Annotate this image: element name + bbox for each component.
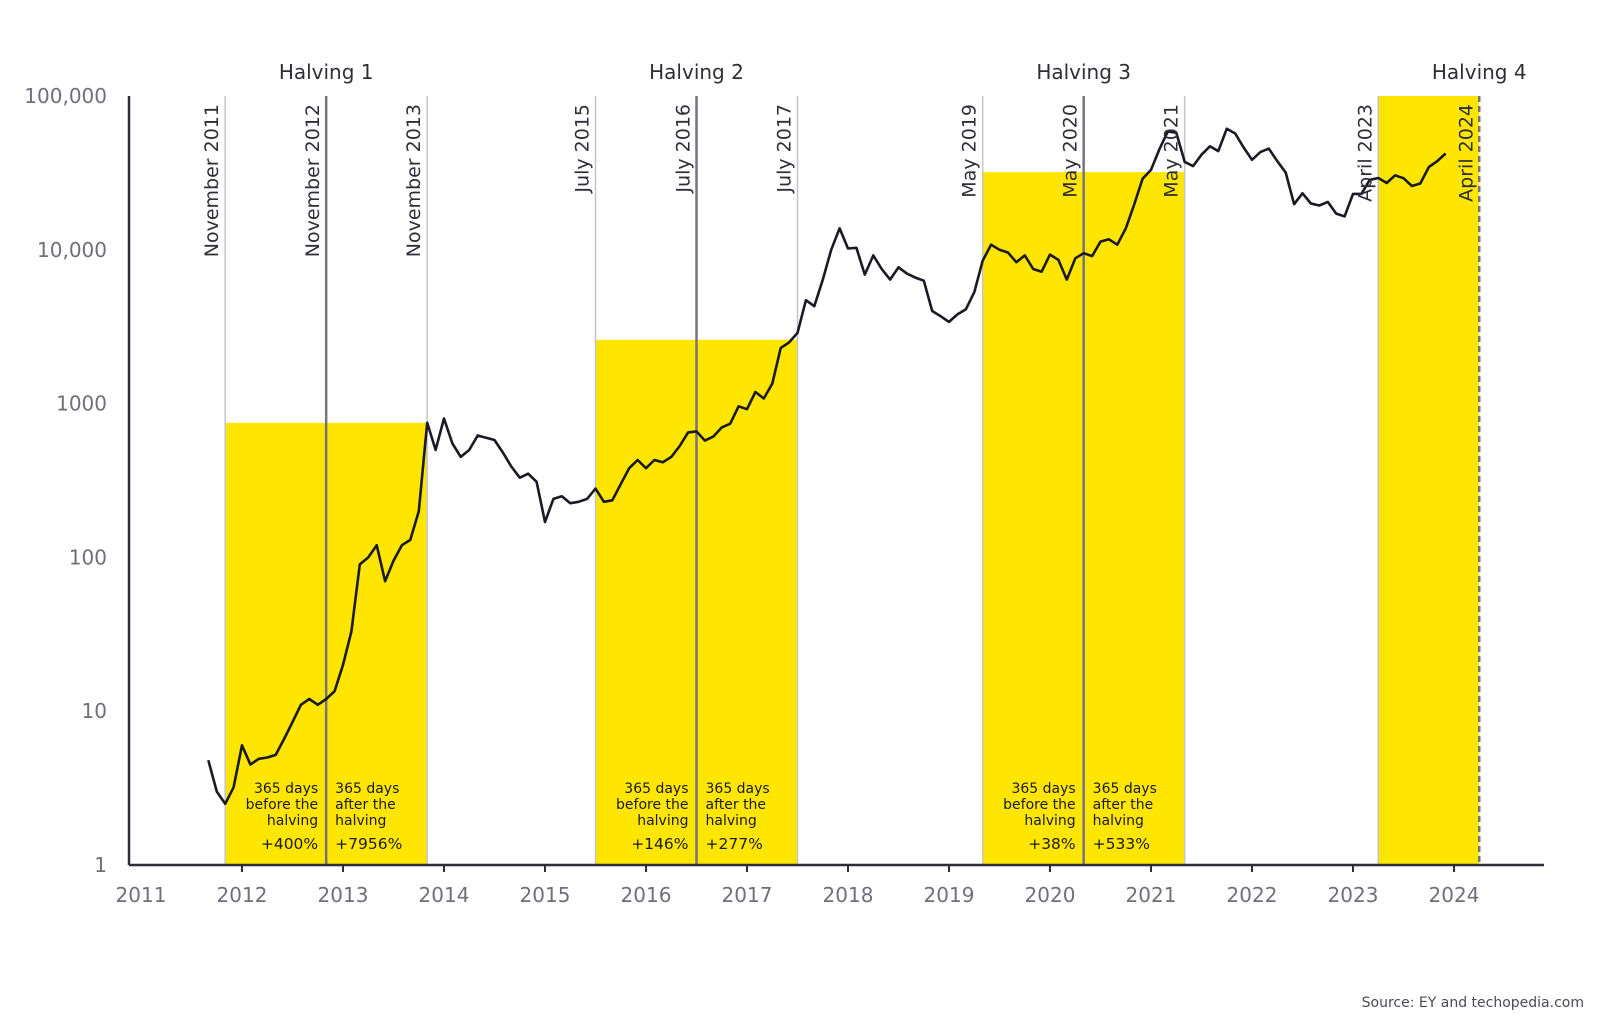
before-note-line: 365 days <box>1011 781 1075 797</box>
after-note-line: halving <box>335 813 386 829</box>
before-note-line: before the <box>246 797 318 813</box>
x-tick-label: 2022 <box>1227 883 1278 907</box>
date-line-label-2: November 2012 <box>302 104 324 257</box>
x-tick-label: 2016 <box>621 883 672 907</box>
date-line-label-11: April 2024 <box>1455 104 1477 202</box>
after-pct: +533% <box>1093 835 1150 853</box>
after-note-line: 365 days <box>706 781 770 797</box>
after-note-line: after the <box>1093 797 1154 813</box>
x-tick-label: 2020 <box>1025 883 1076 907</box>
x-tick-label: 2013 <box>318 883 369 907</box>
halving-title-2: Halving 2 <box>649 60 744 84</box>
halving-band-4 <box>1378 96 1480 865</box>
date-line-label-7: May 2019 <box>959 104 981 198</box>
after-note-line: 365 days <box>1093 781 1157 797</box>
before-note-line: before the <box>616 797 688 813</box>
before-pct: +146% <box>631 835 688 853</box>
price-series <box>207 127 1447 806</box>
x-tick-label: 2018 <box>823 883 874 907</box>
after-note-line: after the <box>335 797 396 813</box>
x-tick-label: 2017 <box>722 883 773 907</box>
before-pct: +400% <box>261 835 318 853</box>
halving-title-3: Halving 3 <box>1036 60 1131 84</box>
source-note: Source: EY and techopedia.com <box>1362 995 1584 1011</box>
before-note-line: 365 days <box>254 781 318 797</box>
date-line-label-3: November 2013 <box>403 104 425 257</box>
before-note-line: halving <box>1024 813 1075 829</box>
axes <box>127 96 1544 872</box>
date-line-label-10: April 2023 <box>1354 104 1376 202</box>
halving-title-1: Halving 1 <box>279 60 374 84</box>
x-tick-label: 2019 <box>924 883 975 907</box>
chart-labels: 1 10 100 1000 10,000 100,000 2011 2012 2013 2014 2… <box>24 60 1526 907</box>
date-line-label-8: May 2020 <box>1060 104 1082 198</box>
after-pct: +7956% <box>335 835 402 853</box>
x-tick-label: 2021 <box>1126 883 1177 907</box>
x-tick-label: 2015 <box>520 883 571 907</box>
date-line-label-5: July 2016 <box>673 104 695 194</box>
before-pct: +38% <box>1028 835 1075 853</box>
x-tick-label: 2024 <box>1429 883 1480 907</box>
before-note-line: halving <box>267 813 318 829</box>
date-line-label-9: May 2021 <box>1161 104 1183 198</box>
y-tick-label: 10,000 <box>37 238 107 262</box>
after-pct: +277% <box>706 835 763 853</box>
x-tick-label: 2012 <box>217 883 268 907</box>
before-note-line: before the <box>1003 797 1075 813</box>
before-note-line: halving <box>637 813 688 829</box>
before-note-line: 365 days <box>624 781 688 797</box>
x-tick-label: 2014 <box>419 883 470 907</box>
after-note-line: 365 days <box>335 781 399 797</box>
y-tick-label: 10 <box>82 699 107 723</box>
halving-date-lines <box>224 96 1481 865</box>
y-tick-label: 1000 <box>56 392 107 416</box>
date-line-label-6: July 2017 <box>774 104 796 194</box>
y-tick-label: 100,000 <box>24 84 107 108</box>
date-line-label-4: July 2015 <box>572 104 594 194</box>
price-line <box>207 127 1447 806</box>
x-tick-label: 2023 <box>1328 883 1379 907</box>
after-note-line: after the <box>706 797 767 813</box>
x-tick-label: 2011 <box>116 883 167 907</box>
halving-title-4: Halving 4 <box>1432 60 1527 84</box>
y-tick-label: 1 <box>94 853 107 877</box>
after-note-line: halving <box>706 813 757 829</box>
date-line-label-1: November 2011 <box>201 104 223 257</box>
y-tick-label: 100 <box>69 545 107 569</box>
after-note-line: halving <box>1093 813 1144 829</box>
